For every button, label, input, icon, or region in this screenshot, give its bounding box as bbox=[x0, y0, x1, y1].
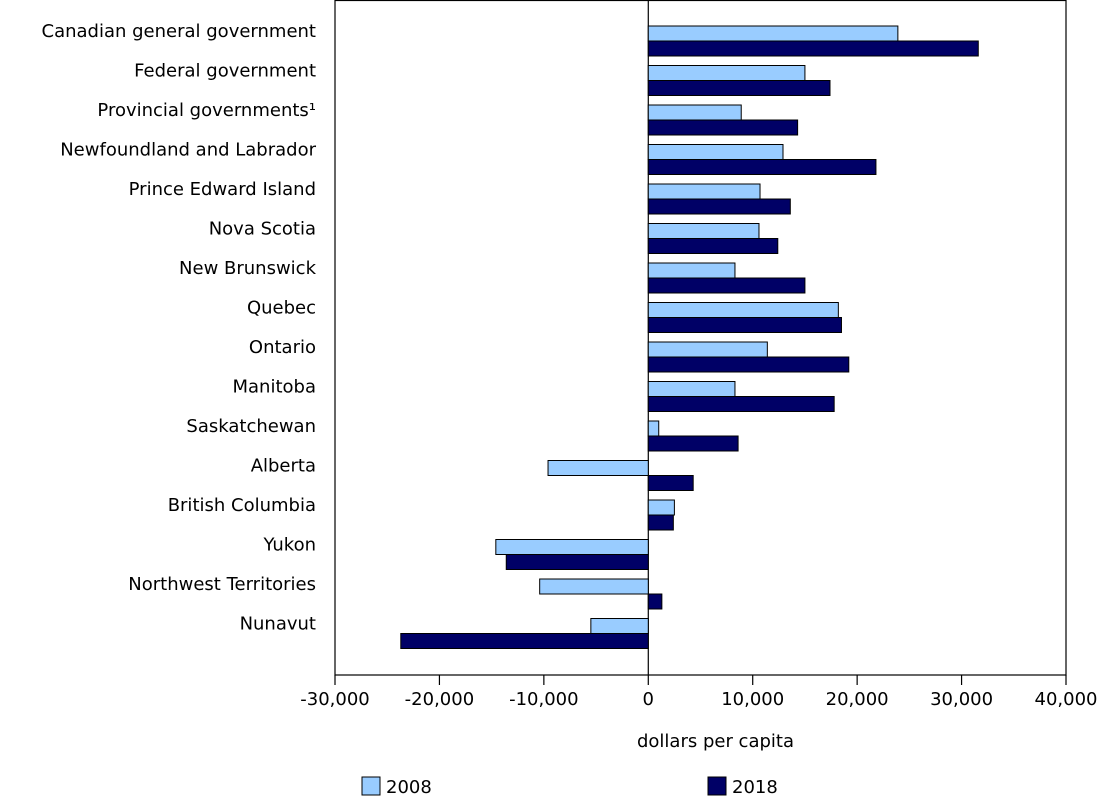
bar-2018-2 bbox=[647, 119, 799, 136]
plot-area bbox=[334, 0, 1067, 676]
legend: 2008 2018 bbox=[361, 776, 778, 798]
bar-2008-14 bbox=[539, 578, 649, 595]
category-label: Manitoba bbox=[233, 377, 317, 398]
bar-2018-10 bbox=[647, 435, 739, 452]
x-tick-label: 40,000 bbox=[1035, 689, 1098, 710]
bar-2008-3 bbox=[647, 144, 784, 160]
bar-2008-11 bbox=[547, 460, 649, 476]
category-label: Prince Edward Island bbox=[129, 179, 316, 200]
bar-2008-13 bbox=[495, 539, 649, 555]
bar-2008-8 bbox=[647, 341, 768, 358]
x-tick-label: 20,000 bbox=[826, 689, 889, 710]
bar-2008-9 bbox=[647, 381, 736, 397]
bar-2018-8 bbox=[647, 356, 850, 373]
bar-2018-12 bbox=[647, 514, 674, 531]
category-label: Canadian general government bbox=[42, 21, 317, 42]
bar-2018-5 bbox=[647, 238, 779, 254]
category-label: Alberta bbox=[251, 456, 316, 477]
x-axis: -30,000 -20,000 -10,000 0 10,000 20,000 30,000… bbox=[300, 675, 1097, 710]
bar-2018-4 bbox=[647, 198, 791, 215]
bar-2008-5 bbox=[647, 223, 760, 239]
category-label: Nova Scotia bbox=[209, 219, 316, 240]
bar-2018-0 bbox=[647, 40, 979, 57]
bar-2018-7 bbox=[647, 317, 842, 333]
plot-border bbox=[334, 0, 1067, 676]
x-tick-label: 0 bbox=[643, 689, 654, 710]
bars-group bbox=[400, 25, 979, 649]
x-tick-label: -10,000 bbox=[509, 689, 578, 710]
category-label: Northwest Territories bbox=[128, 574, 316, 595]
bar-2008-4 bbox=[647, 183, 761, 200]
category-label: Ontario bbox=[249, 337, 316, 358]
bar-2018-6 bbox=[647, 277, 806, 294]
bar-2018-3 bbox=[647, 159, 877, 175]
category-label: Yukon bbox=[262, 535, 316, 556]
bar-2008-6 bbox=[647, 262, 736, 279]
bar-2018-13 bbox=[505, 554, 649, 570]
bar-2018-9 bbox=[647, 396, 835, 412]
x-tick-label: 30,000 bbox=[930, 689, 993, 710]
bar-2008-7 bbox=[647, 302, 839, 318]
x-tick-label: -30,000 bbox=[300, 689, 369, 710]
bar-2008-15 bbox=[590, 618, 649, 634]
x-tick-label: -20,000 bbox=[405, 689, 474, 710]
bar-2008-1 bbox=[647, 65, 806, 81]
category-label: Nunavut bbox=[240, 614, 316, 635]
category-label: New Brunswick bbox=[179, 258, 317, 279]
bar-2008-12 bbox=[647, 499, 675, 516]
category-label: Newfoundland and Labrador bbox=[60, 140, 316, 161]
legend-swatch-2008 bbox=[361, 776, 381, 796]
category-label: Quebec bbox=[247, 298, 316, 319]
bar-2008-2 bbox=[647, 104, 742, 121]
legend-swatch-2018 bbox=[707, 776, 727, 796]
bar-2018-1 bbox=[647, 80, 831, 96]
category-label: Federal government bbox=[134, 61, 316, 82]
category-label: British Columbia bbox=[168, 495, 316, 516]
legend-label-2018: 2018 bbox=[732, 777, 778, 798]
bar-2008-10 bbox=[647, 420, 660, 437]
category-label: Provincial governments¹ bbox=[97, 100, 316, 121]
bar-2018-15 bbox=[400, 633, 649, 649]
x-tick-label: 10,000 bbox=[721, 689, 784, 710]
bar-2008-0 bbox=[647, 25, 899, 42]
bar-2018-14 bbox=[647, 593, 663, 610]
category-label: Saskatchewan bbox=[186, 416, 316, 437]
legend-label-2008: 2008 bbox=[386, 777, 432, 798]
bar-2018-11 bbox=[647, 475, 694, 491]
x-axis-title: dollars per capita bbox=[637, 731, 794, 752]
category-labels: Canadian general government Federal gover… bbox=[42, 21, 317, 635]
